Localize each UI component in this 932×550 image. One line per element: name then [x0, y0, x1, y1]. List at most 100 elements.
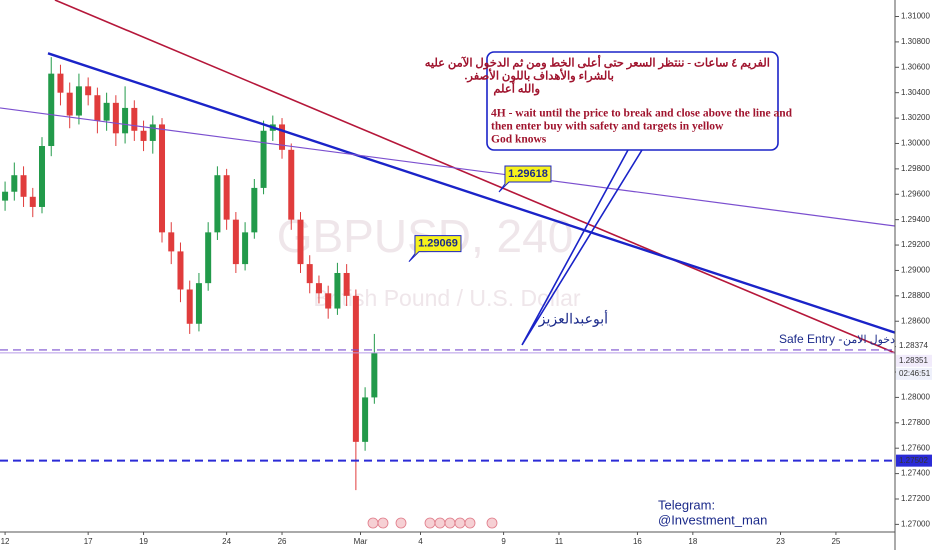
safe-entry-arabic: دخول الامن [843, 334, 895, 346]
candle-body [168, 232, 175, 252]
candle-body [214, 175, 221, 233]
y-tick-label: 1.29400 [901, 215, 930, 224]
x-tick-label: 25 [831, 537, 840, 546]
candle-body [315, 283, 322, 294]
candle-body [29, 196, 36, 207]
candle-body [205, 232, 212, 284]
y-tick-label: 1.30400 [901, 88, 930, 97]
candle-body [75, 86, 82, 116]
telegram-handle: @Investment_man [658, 512, 767, 527]
candle-body [11, 175, 18, 192]
candle-body [122, 107, 129, 134]
price-badge-bg [896, 454, 932, 467]
plot-area [0, 0, 896, 491]
y-tick-label: 1.31000 [901, 12, 930, 21]
x-tick-label: 24 [222, 537, 231, 546]
candle-body [242, 232, 249, 265]
candle-body [362, 397, 369, 442]
candle-body [159, 124, 166, 233]
price-label-box [408, 235, 462, 263]
callout-english: God knows [491, 134, 547, 146]
y-tick-label: 1.29000 [901, 266, 930, 275]
candle-body [140, 130, 147, 141]
x-tick-label: 16 [633, 537, 642, 546]
trend-line [47, 52, 896, 334]
price-label: 1.29069 [418, 238, 458, 250]
candle-body [103, 102, 110, 121]
y-tick-label: 1.30600 [901, 62, 930, 71]
candle-body [334, 272, 341, 309]
candle-body [260, 130, 267, 188]
x-tick-label: 23 [776, 537, 785, 546]
x-tick-label: 4 [418, 537, 423, 546]
candle-body [352, 295, 359, 442]
safe-entry-label: Safe Entry - [779, 332, 842, 346]
candle-body [306, 264, 313, 284]
y-tick-label: 1.28000 [901, 393, 930, 402]
telegram-label: Telegram: [658, 497, 715, 512]
y-tick-label: 1.30200 [901, 113, 930, 122]
candle-body [288, 149, 295, 220]
signature: أبوعبدالعزيز [538, 309, 608, 328]
y-tick-label: 1.28800 [901, 291, 930, 300]
x-tick-label: 9 [501, 537, 506, 546]
x-tick-label: 12 [1, 537, 10, 546]
price-badge: 1.27502 [899, 456, 928, 465]
candle-body [279, 124, 286, 150]
y-tick-label: 1.28600 [901, 316, 930, 325]
y-tick-label: 1.30000 [901, 139, 930, 148]
candle-body [94, 95, 101, 121]
candle-body [48, 73, 55, 147]
x-tick-label: 17 [84, 537, 93, 546]
candle-body [131, 107, 138, 131]
candle-body [85, 86, 92, 96]
trend-line [0, 107, 896, 227]
y-tick-label: 1.30800 [901, 37, 930, 46]
y-tick-label: 1.27000 [901, 519, 930, 528]
countdown-bg [896, 367, 932, 380]
callout-arabic: والله أعلم [493, 81, 540, 97]
price-label-box [498, 165, 552, 193]
y-tick-label: 1.29800 [901, 164, 930, 173]
callout-english: then enter buy with safety and targets i… [491, 121, 724, 133]
callout-arabic: بالشراء والأهداف باللون الأصفر. [464, 68, 614, 84]
y-tick-label: 1.29600 [901, 189, 930, 198]
candle-body [325, 293, 332, 309]
candle-body [20, 175, 27, 197]
candle-body [2, 191, 9, 201]
candle-body [343, 272, 350, 296]
callout-box [486, 51, 779, 151]
candle-body [66, 92, 73, 116]
candle-body [57, 73, 64, 93]
x-tick-label: 18 [688, 537, 697, 546]
trend-line [54, 0, 896, 354]
x-tick-label: 19 [139, 537, 148, 546]
price-badge: 1.28374 [899, 341, 928, 350]
x-tick-label: 11 [555, 537, 564, 546]
candle-body [371, 352, 378, 398]
y-tick-label: 1.27400 [901, 469, 930, 478]
price-badge-bg [896, 354, 932, 367]
candle-body [251, 187, 258, 233]
candle-body [297, 219, 304, 265]
candle-body [223, 175, 230, 220]
y-tick-label: 1.27200 [901, 494, 930, 503]
candle-body [177, 251, 184, 290]
candle-body [39, 146, 46, 207]
x-tick-label: Mar [354, 537, 368, 546]
x-tick-label: 26 [278, 537, 287, 546]
price-label: 1.29618 [508, 168, 548, 180]
candle-body [112, 102, 119, 134]
price-badge-bg [896, 339, 932, 352]
price-badge: 1.28351 [899, 356, 928, 365]
candle-body [149, 124, 156, 141]
callout-arabic: الفريم ٤ ساعات - ننتظر السعر حتى أعلى ال… [425, 55, 770, 71]
countdown: 02:46:51 [899, 369, 931, 378]
candle-body [186, 289, 193, 324]
candle-body [232, 219, 239, 265]
callout-english: 4H - wait until the price to break and c… [491, 108, 793, 120]
y-tick-label: 1.27800 [901, 418, 930, 427]
y-tick-label: 1.27600 [901, 443, 930, 452]
y-tick-label: 1.29200 [901, 240, 930, 249]
